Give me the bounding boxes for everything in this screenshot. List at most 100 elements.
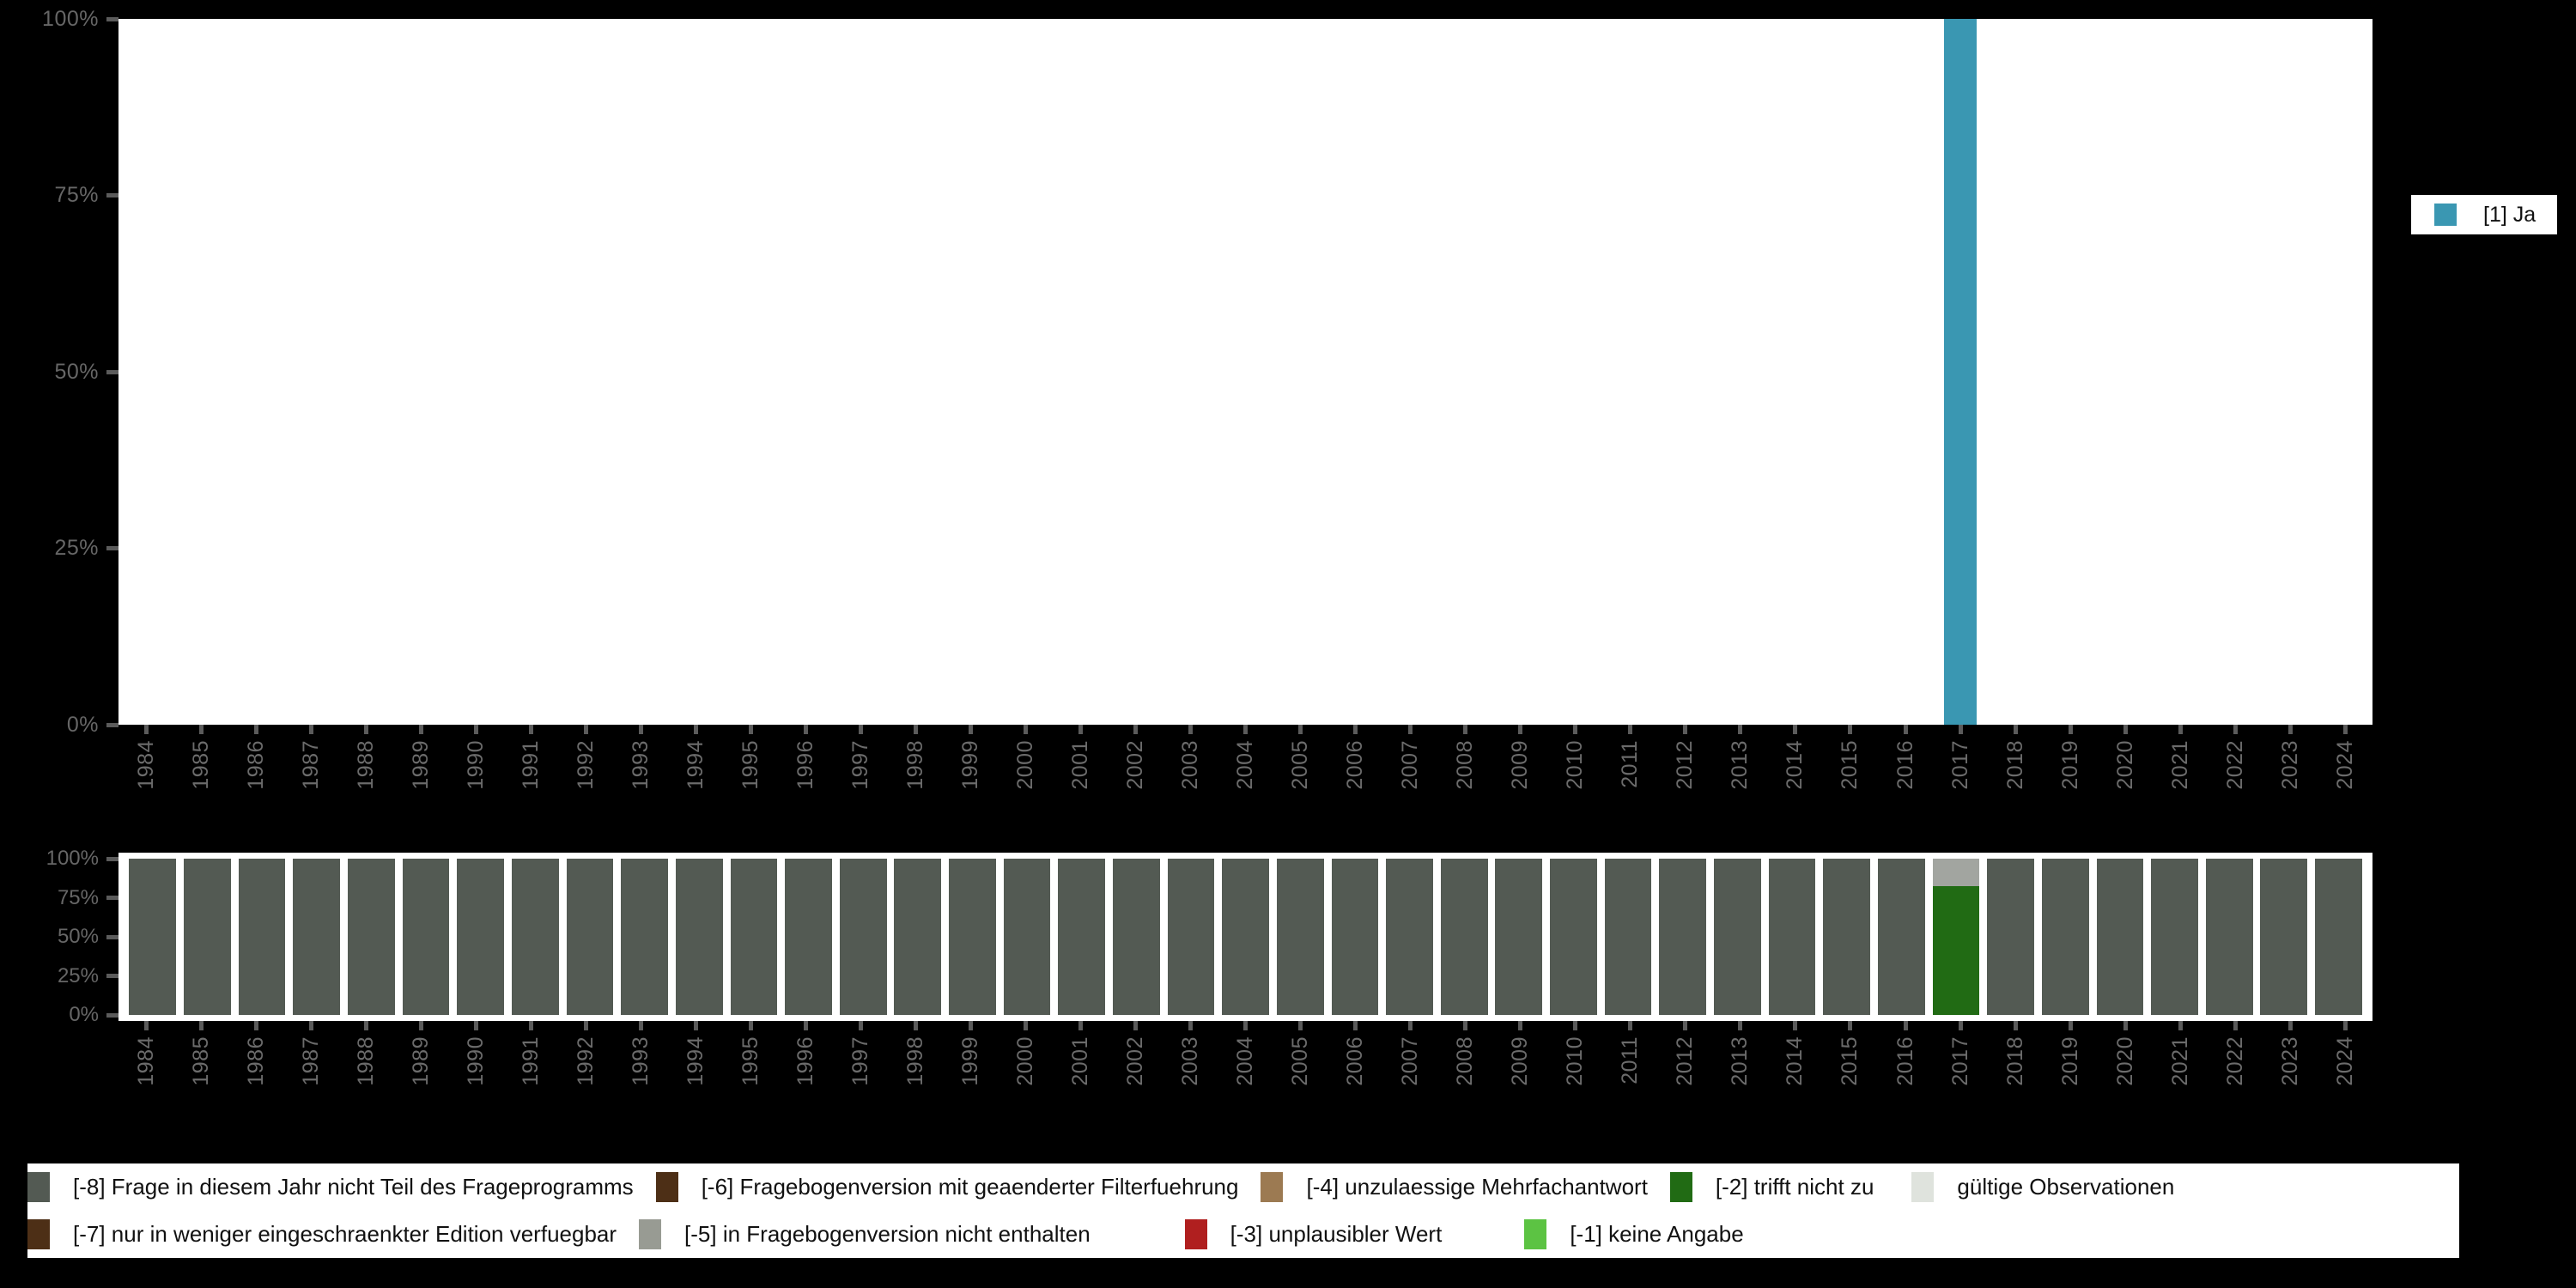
strip-bar-segment[interactable] (402, 859, 450, 1015)
main-bar-slot[interactable] (1603, 19, 1658, 725)
strip-bar-stack[interactable] (457, 859, 505, 1015)
main-bar-slot[interactable] (2263, 19, 2318, 725)
strip-bar-segment[interactable] (1276, 859, 1324, 1015)
main-bar-slot[interactable] (888, 19, 943, 725)
main-bar-slot[interactable] (723, 19, 778, 725)
strip-bar-segment[interactable] (129, 859, 177, 1015)
strip-bar-segment[interactable] (2151, 859, 2198, 1015)
strip-bar-slot[interactable] (2093, 859, 2148, 1015)
strip-bar-segment[interactable] (1331, 859, 1379, 1015)
main-bar-slot[interactable] (999, 19, 1054, 725)
strip-bar-stack[interactable] (1058, 859, 1106, 1015)
strip-bar-stack[interactable] (1331, 859, 1379, 1015)
main-bar-slot[interactable] (1383, 19, 1438, 725)
main-bar-slot[interactable] (1218, 19, 1273, 725)
strip-bar-stack[interactable] (1276, 859, 1324, 1015)
strip-bar-slot[interactable] (1820, 859, 1874, 1015)
strip-bar-stack[interactable] (1659, 859, 1707, 1015)
main-bar-slot[interactable] (1493, 19, 1548, 725)
strip-bar-slot[interactable] (1437, 859, 1492, 1015)
strip-bar-segment[interactable] (1714, 859, 1761, 1015)
legend-item[interactable]: [-1] keine Angabe (1524, 1219, 1744, 1249)
strip-bar-stack[interactable] (1768, 859, 1816, 1015)
strip-bar-segment[interactable] (1768, 859, 1816, 1015)
legend-item[interactable]: [-7] nur in weniger eingeschraenkter Edi… (27, 1219, 617, 1249)
strip-bar-slot[interactable] (453, 859, 508, 1015)
strip-bar-segment[interactable] (457, 859, 505, 1015)
strip-bar-stack[interactable] (184, 859, 231, 1015)
strip-bar-stack[interactable] (402, 859, 450, 1015)
strip-bar-slot[interactable] (1929, 859, 1984, 1015)
strip-bar-slot[interactable] (289, 859, 344, 1015)
legend-item[interactable]: [-8] Frage in diesem Jahr nicht Teil des… (27, 1172, 634, 1202)
strip-bar-slot[interactable] (999, 859, 1054, 1015)
strip-bar-stack[interactable] (894, 859, 942, 1015)
strip-bar-segment[interactable] (2260, 859, 2308, 1015)
main-bar-slot[interactable] (1988, 19, 2043, 725)
strip-bar-segment[interactable] (566, 859, 614, 1015)
strip-bar-segment[interactable] (1932, 859, 1980, 886)
legend-item[interactable]: [-3] unplausibler Wert (1184, 1219, 1442, 1249)
main-bar-slot[interactable] (2318, 19, 2372, 725)
strip-bar-slot[interactable] (507, 859, 562, 1015)
main-bar-slot[interactable] (1328, 19, 1383, 725)
strip-bar-stack[interactable] (2151, 859, 2198, 1015)
strip-bar-stack[interactable] (1003, 859, 1051, 1015)
main-bar-slot[interactable] (1054, 19, 1109, 725)
strip-bar-slot[interactable] (1601, 859, 1656, 1015)
strip-bar-segment[interactable] (184, 859, 231, 1015)
legend-item[interactable]: [-4] unzulaessige Mehrfachantwort (1261, 1172, 1648, 1202)
strip-bar-segment[interactable] (621, 859, 668, 1015)
strip-bar-slot[interactable] (890, 859, 945, 1015)
strip-bar-slot[interactable] (398, 859, 453, 1015)
strip-bar-segment[interactable] (1167, 859, 1215, 1015)
main-bar-slot[interactable] (2043, 19, 2098, 725)
strip-bar-slot[interactable] (781, 859, 836, 1015)
strip-bar-stack[interactable] (566, 859, 614, 1015)
strip-bar-segment[interactable] (1823, 859, 1871, 1015)
strip-bar-slot[interactable] (1218, 859, 1273, 1015)
strip-bar-stack[interactable] (1932, 859, 1980, 1015)
main-bar-slot[interactable] (668, 19, 723, 725)
strip-bar-slot[interactable] (1984, 859, 2038, 1015)
strip-bar-segment[interactable] (675, 859, 723, 1015)
strip-bar-slot[interactable] (562, 859, 617, 1015)
strip-bar-segment[interactable] (2041, 859, 2089, 1015)
strip-bar-stack[interactable] (1823, 859, 1871, 1015)
strip-bar-segment[interactable] (511, 859, 559, 1015)
strip-bar-slot[interactable] (671, 859, 726, 1015)
main-bar-slot[interactable] (1823, 19, 1878, 725)
strip-bar-slot[interactable] (726, 859, 781, 1015)
main-bar-slot[interactable] (118, 19, 173, 725)
strip-bar-segment[interactable] (1987, 859, 2034, 1015)
strip-bar-slot[interactable] (344, 859, 399, 1015)
strip-bar-stack[interactable] (621, 859, 668, 1015)
strip-bar-stack[interactable] (1877, 859, 1925, 1015)
main-bar-slot[interactable] (1109, 19, 1163, 725)
strip-bar-segment[interactable] (1440, 859, 1488, 1015)
main-bar-slot[interactable] (558, 19, 613, 725)
strip-bar-slot[interactable] (1656, 859, 1710, 1015)
strip-bar-stack[interactable] (2205, 859, 2253, 1015)
strip-bar-segment[interactable] (1932, 885, 1980, 1015)
strip-bar-slot[interactable] (1327, 859, 1382, 1015)
strip-bar-slot[interactable] (180, 859, 235, 1015)
strip-bar-segment[interactable] (1604, 859, 1652, 1015)
strip-bar-segment[interactable] (1495, 859, 1543, 1015)
strip-bar-stack[interactable] (1167, 859, 1215, 1015)
strip-bar-segment[interactable] (348, 859, 395, 1015)
legend-item[interactable]: gültige Observationen (1911, 1172, 2174, 1202)
strip-bar-stack[interactable] (1440, 859, 1488, 1015)
strip-bar-slot[interactable] (1765, 859, 1820, 1015)
main-bar[interactable] (1944, 19, 1977, 725)
strip-bar-stack[interactable] (293, 859, 341, 1015)
main-bar-slot[interactable] (338, 19, 393, 725)
strip-bar-segment[interactable] (1222, 859, 1269, 1015)
strip-bar-slot[interactable] (1163, 859, 1218, 1015)
main-bar-slot[interactable] (778, 19, 833, 725)
strip-bar-slot[interactable] (1874, 859, 1929, 1015)
main-bar-slot[interactable] (833, 19, 888, 725)
main-bar-slot[interactable] (503, 19, 558, 725)
main-bar-slot[interactable] (1438, 19, 1493, 725)
strip-bar-stack[interactable] (785, 859, 832, 1015)
